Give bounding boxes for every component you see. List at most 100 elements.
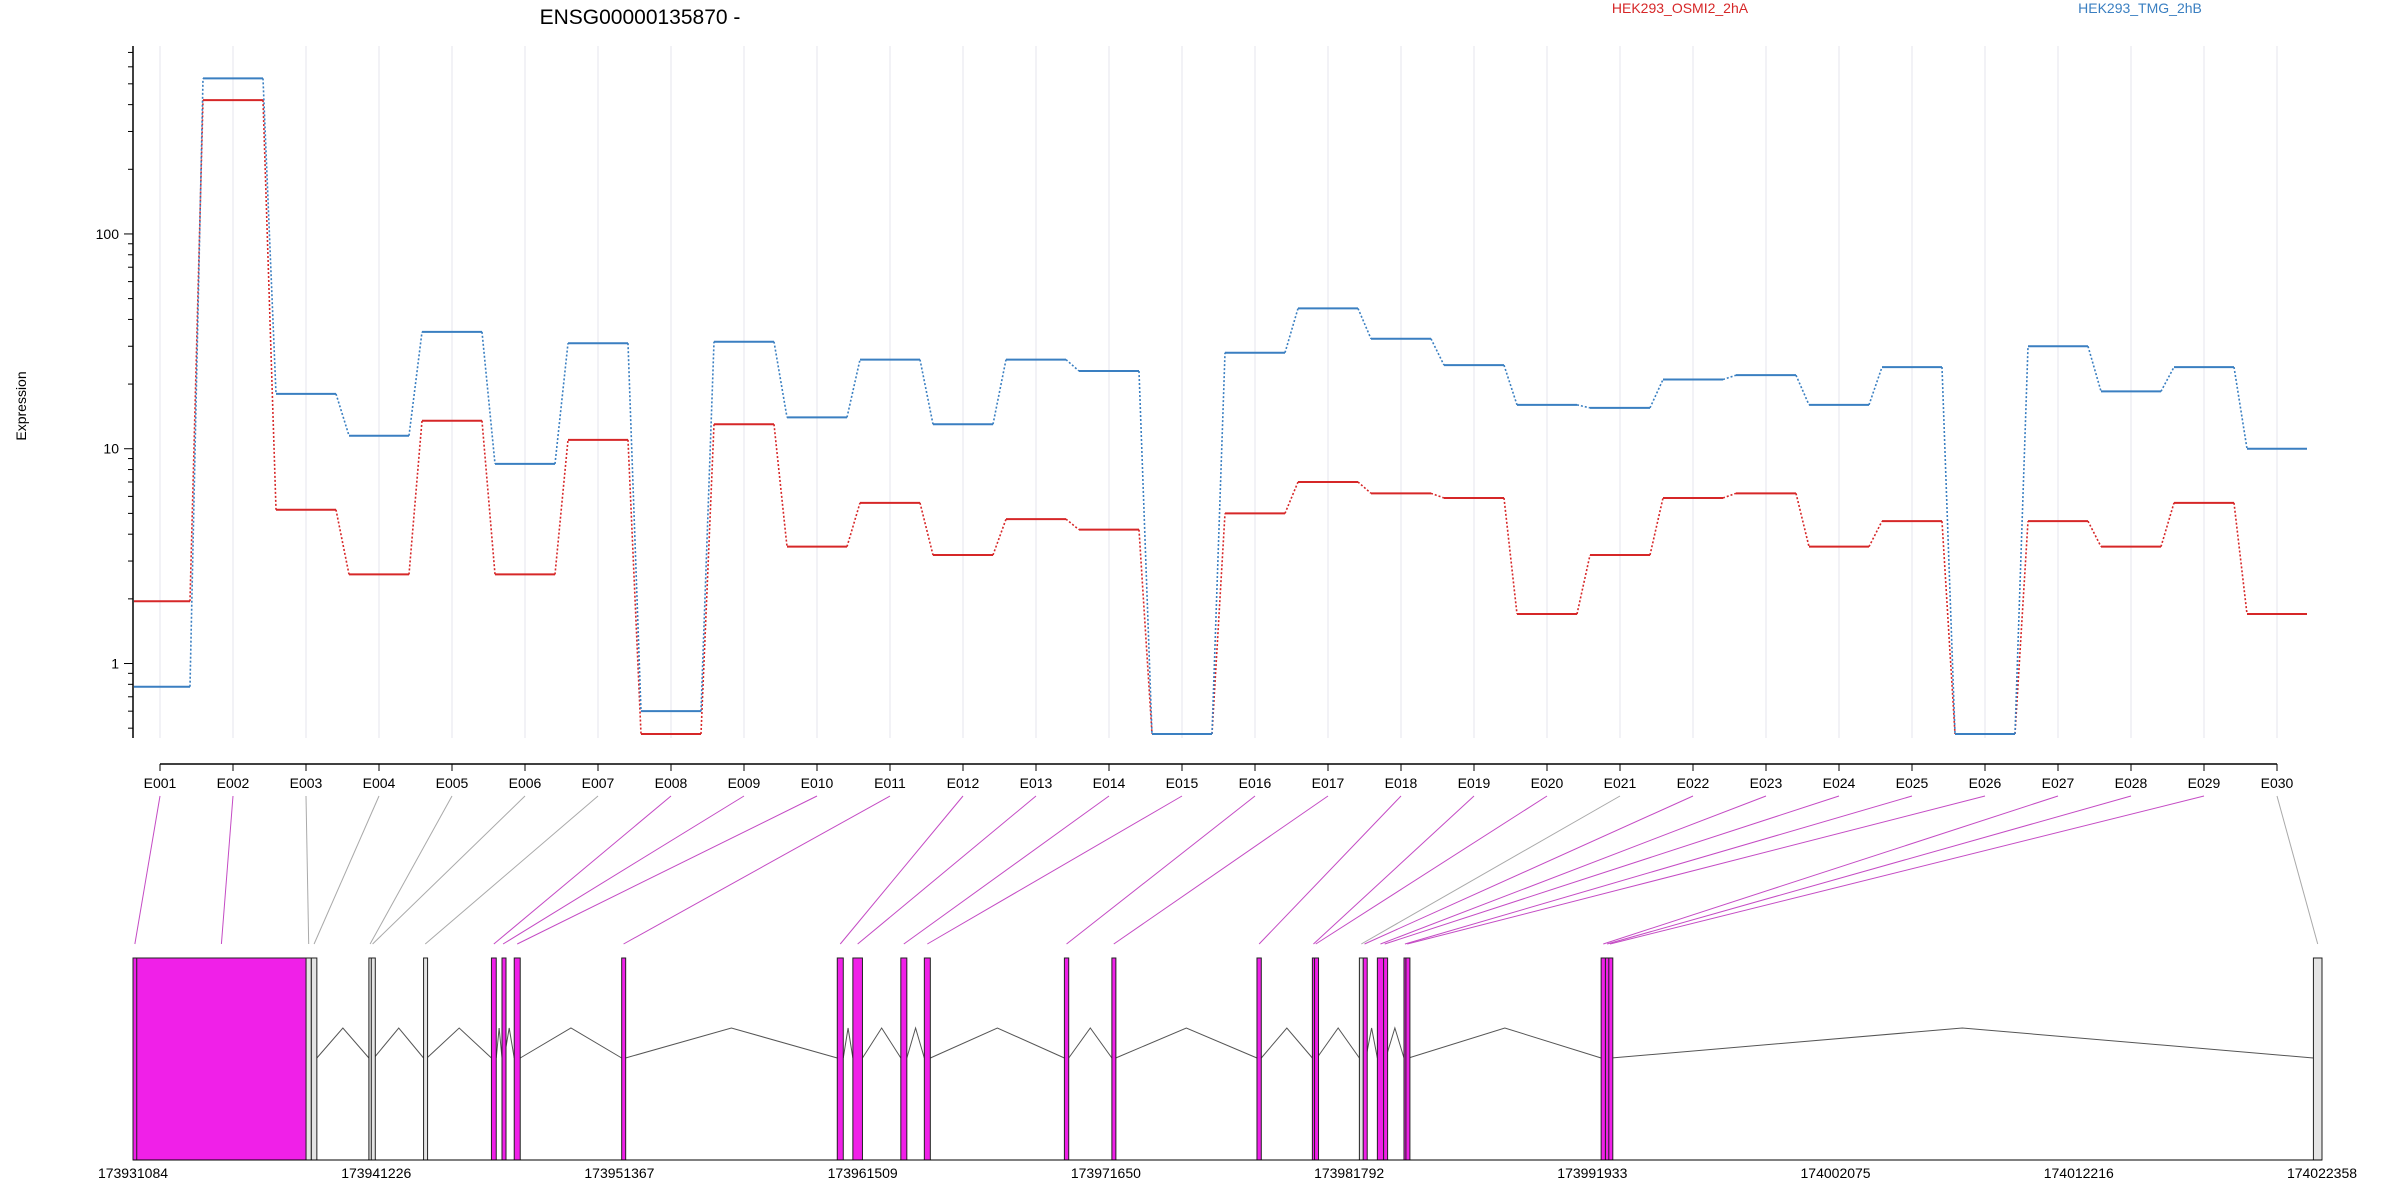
connector-E012 <box>839 795 964 945</box>
series-1-connector-E013 <box>1065 359 1080 372</box>
series-0-connector-E019 <box>1503 497 1518 615</box>
series-1-connector-E008 <box>700 341 715 712</box>
intron-2 <box>373 1027 424 1059</box>
x-tick-label-E002: E002 <box>217 775 250 791</box>
series-0-connector-E023 <box>1795 493 1810 547</box>
series-0-connector-E022 <box>1722 492 1737 499</box>
exon-box-E017 <box>1111 957 1117 1161</box>
intron-10 <box>906 1026 925 1059</box>
series-0-connector-E012 <box>992 518 1007 556</box>
series-1-connector-E012 <box>992 359 1007 425</box>
exon-box-E030 <box>2312 957 2323 1161</box>
series-0-connector-E016 <box>1284 481 1299 514</box>
exon-box-E010 <box>513 957 521 1161</box>
x-tick-label-E013: E013 <box>1020 775 1053 791</box>
genomic-coordinate-ticks: 173931084 173941226 173951367 173961509 1739… <box>98 1159 2357 1181</box>
series-1-connector-E010 <box>846 359 861 418</box>
coord-label-174002075: 174002075 <box>1801 1165 1871 1181</box>
connector-E022 <box>1364 795 1694 945</box>
intron-12 <box>1068 1027 1113 1059</box>
intron-19 <box>1611 1027 2314 1059</box>
x-tick-label-E018: E018 <box>1385 775 1418 791</box>
x-tick-label-E026: E026 <box>1969 775 2002 791</box>
intron-11 <box>930 1027 1065 1059</box>
series-HEK293_OSMI2_2hA <box>134 99 2307 735</box>
x-tick-label-E005: E005 <box>436 775 469 791</box>
coord-label-173961509: 173961509 <box>828 1165 898 1181</box>
x-tick-label-E027: E027 <box>2042 775 2075 791</box>
series-0-connector-E028 <box>2160 502 2175 547</box>
series-1-connector-E006 <box>554 343 569 464</box>
exon-box-E011 <box>621 957 627 1161</box>
exon-box-E009 <box>501 957 507 1161</box>
series-1-connector-E011 <box>919 359 934 425</box>
connector-E006 <box>372 795 526 945</box>
x-tick-label-E022: E022 <box>1677 775 1710 791</box>
exon-box-E015 <box>923 957 931 1161</box>
coord-label-173941226: 173941226 <box>341 1165 411 1181</box>
coord-label-173931084: 173931084 <box>98 1165 168 1181</box>
intron-16 <box>1365 1027 1378 1059</box>
exon-box-E020 <box>1314 957 1320 1161</box>
coord-label-173991933: 173991933 <box>1557 1165 1627 1181</box>
series-0-connector-E024 <box>1868 520 1883 548</box>
intron-7 <box>625 1027 838 1059</box>
exon-box-E027 <box>1600 957 1606 1161</box>
series-0-connector-E006 <box>554 439 569 575</box>
x-tick-label-E004: E004 <box>363 775 396 791</box>
x-tick-label-E001: E001 <box>144 775 177 791</box>
x-tick-label-E023: E023 <box>1750 775 1783 791</box>
connector-E029 <box>1609 795 2205 945</box>
exon-box-E013 <box>852 957 863 1161</box>
series-1-connector-E025 <box>1941 367 1956 734</box>
series-0-connector-E026 <box>2014 521 2029 734</box>
intron-8 <box>842 1027 854 1059</box>
legend-entry-tmg: HEK293_TMG_2hB <box>2078 0 2202 16</box>
chart-title: ENSG00000135870 - <box>540 6 741 29</box>
coord-label-173971650: 173971650 <box>1071 1165 1141 1181</box>
series-1-connector-E019 <box>1503 364 1518 406</box>
intron-17 <box>1385 1026 1405 1059</box>
y-tick-label-1: 1 <box>111 656 119 672</box>
exon-box-E007 <box>423 957 429 1161</box>
connector-E015 <box>927 795 1183 945</box>
exon-box-E004 <box>310 957 318 1161</box>
exon-box-E029 <box>1608 957 1614 1161</box>
series-1-connector-E016 <box>1284 308 1299 353</box>
x-tick-label-E003: E003 <box>290 775 323 791</box>
connector-E026 <box>1407 795 1986 945</box>
series-0-connector-E027 <box>2087 520 2102 548</box>
exon-box-E014 <box>900 957 908 1161</box>
coord-label-173981792: 173981792 <box>1314 1165 1384 1181</box>
series-1-connector-E001 <box>189 78 204 687</box>
y-ticks: 1 10 100 <box>96 51 133 729</box>
exon-box-E008 <box>490 957 497 1161</box>
series-1-connector-E017 <box>1357 308 1372 340</box>
y-tick-label-10: 10 <box>103 441 119 457</box>
series-1-connector-E015 <box>1211 352 1226 734</box>
x-tick-label-E006: E006 <box>509 775 542 791</box>
connector-E016 <box>1066 795 1256 945</box>
series-0-connector-E029 <box>2233 502 2248 615</box>
y-axis-label: Expression <box>13 371 29 440</box>
series-1-connector-E009 <box>773 341 788 418</box>
exon-box-E003 <box>305 957 312 1161</box>
series-0-connector-E015 <box>1211 513 1226 734</box>
x-tick-label-E010: E010 <box>801 775 834 791</box>
series-0-connector-E021 <box>1649 497 1664 556</box>
connector-E020 <box>1315 795 1548 945</box>
x-tick-label-E019: E019 <box>1458 775 1491 791</box>
series-1-connector-E005 <box>481 331 496 464</box>
x-tick-label-E029: E029 <box>2188 775 2221 791</box>
connector-E028 <box>1606 795 2132 945</box>
intron-6 <box>519 1027 622 1059</box>
connector-E021 <box>1361 795 1621 945</box>
series-1-connector-E020 <box>1576 404 1591 409</box>
connector-E003 <box>305 795 310 945</box>
series-HEK293_TMG_2hB <box>134 77 2307 735</box>
x-tick-label-E030: E030 <box>2261 775 2294 791</box>
x-tick-label-E020: E020 <box>1531 775 1564 791</box>
series-0-connector-E007 <box>627 439 642 734</box>
exon-connectors <box>134 795 2319 945</box>
